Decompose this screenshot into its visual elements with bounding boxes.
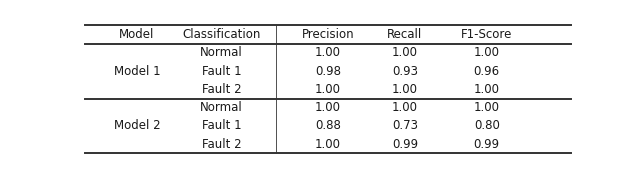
Text: 0.99: 0.99	[474, 138, 500, 151]
Text: 1.00: 1.00	[315, 46, 341, 59]
Text: 0.73: 0.73	[392, 119, 418, 133]
Text: 0.93: 0.93	[392, 65, 418, 78]
Text: Fault 1: Fault 1	[202, 119, 241, 133]
Text: Model 2: Model 2	[114, 119, 161, 133]
Text: Fault 2: Fault 2	[202, 138, 241, 151]
Text: 1.00: 1.00	[315, 101, 341, 114]
Text: 1.00: 1.00	[474, 101, 500, 114]
Text: F1-Score: F1-Score	[461, 28, 513, 41]
Text: Fault 1: Fault 1	[202, 65, 241, 78]
Text: Recall: Recall	[387, 28, 422, 41]
Text: Fault 2: Fault 2	[202, 83, 241, 96]
Text: Classification: Classification	[182, 28, 260, 41]
Text: 1.00: 1.00	[474, 46, 500, 59]
Text: 0.99: 0.99	[392, 138, 418, 151]
Text: Model: Model	[119, 28, 155, 41]
Text: Precision: Precision	[301, 28, 355, 41]
Text: 1.00: 1.00	[392, 101, 418, 114]
Text: 0.88: 0.88	[315, 119, 341, 133]
Text: Normal: Normal	[200, 46, 243, 59]
Text: 1.00: 1.00	[392, 83, 418, 96]
Text: 1.00: 1.00	[474, 83, 500, 96]
Text: 0.98: 0.98	[315, 65, 341, 78]
Text: Normal: Normal	[200, 101, 243, 114]
Text: 1.00: 1.00	[315, 83, 341, 96]
Text: 0.80: 0.80	[474, 119, 500, 133]
Text: Model 1: Model 1	[114, 65, 161, 78]
Text: 1.00: 1.00	[315, 138, 341, 151]
Text: 1.00: 1.00	[392, 46, 418, 59]
Text: 0.96: 0.96	[474, 65, 500, 78]
